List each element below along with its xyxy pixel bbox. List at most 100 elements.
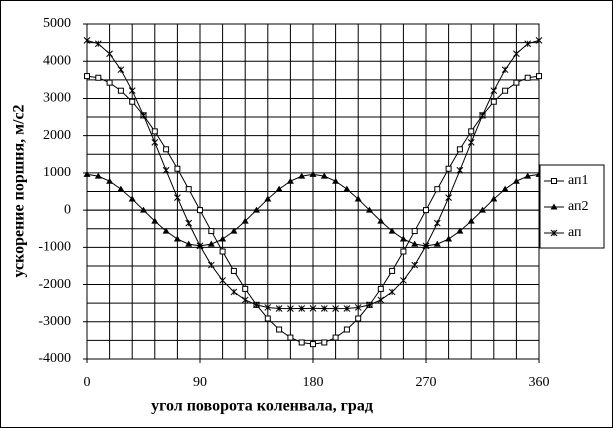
- marker: [151, 217, 159, 224]
- marker: [309, 170, 317, 177]
- marker: [411, 228, 418, 235]
- marker: [298, 172, 306, 179]
- marker: [354, 304, 362, 311]
- marker: [264, 315, 271, 322]
- marker: [264, 195, 272, 202]
- marker: [524, 74, 531, 81]
- marker: [320, 305, 328, 312]
- marker: [287, 305, 294, 312]
- marker: [366, 206, 373, 213]
- marker: [467, 217, 475, 224]
- marker: [512, 177, 520, 184]
- marker: [174, 165, 181, 172]
- marker: [411, 240, 419, 247]
- marker: [321, 339, 328, 346]
- marker: [129, 98, 136, 105]
- marker: [117, 185, 125, 192]
- y-tick-label: -1000: [38, 240, 71, 255]
- marker: [332, 305, 339, 312]
- plot-border: [86, 23, 540, 360]
- marker: [456, 227, 464, 234]
- y-tick-label: 0: [64, 202, 71, 217]
- marker: [411, 261, 419, 269]
- marker: [185, 186, 192, 193]
- marker: [128, 87, 136, 95]
- marker: [377, 285, 384, 292]
- marker: [501, 185, 509, 192]
- marker: [230, 227, 238, 234]
- y-tick-label: -2000: [38, 277, 71, 292]
- y-tick-label: 5000: [43, 16, 71, 31]
- x-tick-label: 270: [416, 375, 437, 390]
- marker: [140, 206, 147, 213]
- marker: [264, 304, 272, 311]
- marker: [310, 341, 316, 348]
- marker: [388, 288, 396, 296]
- marker: [400, 277, 407, 284]
- marker: [253, 301, 260, 309]
- marker: [275, 305, 283, 312]
- marker: [185, 219, 193, 227]
- marker: [468, 128, 475, 135]
- x-tick-label: 360: [529, 375, 550, 390]
- marker: [422, 242, 430, 250]
- y-tick-label: 1000: [43, 165, 71, 180]
- marker: [332, 334, 339, 341]
- marker: [163, 146, 170, 153]
- marker: [524, 40, 532, 48]
- marker: [433, 219, 441, 227]
- marker: [219, 235, 227, 242]
- marker: [106, 177, 114, 184]
- marker: [298, 339, 305, 346]
- marker: [389, 267, 396, 274]
- marker: [230, 267, 237, 274]
- y-tick-label: 3000: [43, 91, 71, 106]
- marker: [433, 240, 441, 247]
- y-tick-label: -3000: [38, 314, 71, 329]
- marker: [388, 227, 396, 234]
- x-axis-title: угол поворота коленвала, град: [151, 398, 373, 415]
- marker: [162, 227, 170, 234]
- marker: [253, 206, 260, 213]
- y-axis-title: ускорение поршня, м/с2: [11, 104, 28, 277]
- marker: [276, 326, 283, 333]
- marker: [162, 166, 170, 174]
- x-tick-label: 0: [84, 375, 91, 390]
- marker: [550, 229, 558, 237]
- marker: [106, 50, 113, 58]
- marker: [241, 217, 249, 224]
- marker: [377, 217, 385, 224]
- marker: [524, 172, 532, 179]
- marker: [343, 305, 351, 312]
- y-tick-label: -4000: [38, 351, 71, 366]
- marker: [106, 79, 113, 86]
- marker: [490, 195, 498, 202]
- y-tick-label: 2000: [43, 128, 71, 143]
- marker: [117, 87, 124, 94]
- marker: [287, 334, 294, 341]
- marker: [219, 277, 226, 284]
- marker: [445, 194, 452, 201]
- marker: [551, 178, 557, 184]
- marker: [94, 172, 102, 179]
- marker: [117, 66, 125, 74]
- marker: [399, 235, 407, 242]
- legend-label: ап1: [568, 173, 589, 188]
- x-tick-label: 90: [193, 375, 207, 390]
- marker: [219, 248, 226, 255]
- marker: [343, 326, 350, 333]
- marker: [502, 87, 509, 94]
- marker: [173, 235, 181, 242]
- marker: [208, 228, 215, 235]
- marker: [140, 111, 147, 119]
- marker: [445, 235, 453, 242]
- marker: [355, 315, 362, 322]
- marker: [354, 195, 362, 202]
- marker: [490, 87, 498, 95]
- marker: [197, 207, 203, 214]
- marker: [377, 296, 385, 304]
- y-tick-label: 4000: [43, 53, 71, 68]
- marker: [456, 166, 464, 174]
